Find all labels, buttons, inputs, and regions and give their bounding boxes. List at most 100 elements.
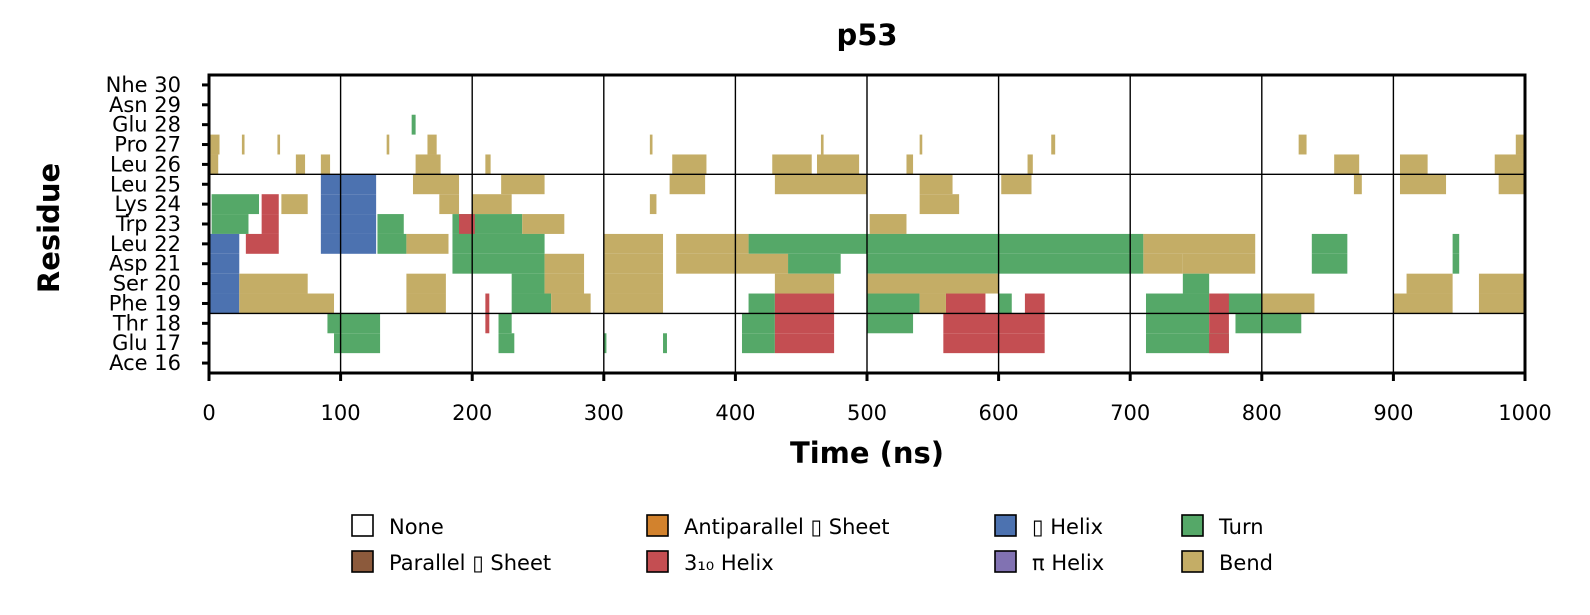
ss-segment-bend [209,154,219,175]
ss-segment-h310 [459,214,475,234]
ss-segment-turn [663,333,667,354]
legend-label-h310: 3₁₀ Helix [684,551,774,575]
ss-segment-turn [1145,333,1229,354]
ss-segment-h310 [261,214,279,234]
ss-segment-turn [1311,253,1348,274]
ss-segment-bend [1261,293,1315,314]
ss-segment-bend [239,293,335,314]
ss-segment-turn [748,233,867,254]
ss-segment-h310 [485,293,490,314]
legend-swatch-h310 [646,550,669,573]
ss-segment-bend [676,233,749,254]
ss-segment-alpha [320,174,377,195]
chart-title: p53 [836,18,897,52]
x-tick-label: 800 [1242,401,1282,425]
ss-segment-bend [209,134,220,155]
ss-segment-alpha [320,214,377,234]
y-tick-label: Glu 17 [112,331,181,355]
ss-segment-bend [672,154,707,175]
legend-swatch-bend [1181,550,1204,573]
ss-segment-bend [1027,154,1033,175]
ss-segment-bend [544,253,585,274]
legend-swatch-antiparallel [646,514,669,537]
ss-segment-bend [1143,233,1256,254]
y-tick-label: Leu 25 [110,172,181,196]
ss-segment-bend [774,174,867,195]
ss-segment-h310 [774,333,835,354]
y-tick-label: Phe 19 [109,291,181,315]
x-tick-label: 700 [1110,401,1150,425]
y-tick-label: Ace 16 [109,351,181,375]
ss-segment-h310 [1209,313,1229,334]
ss-segment-turn [452,233,545,254]
ss-segment-h310 [945,293,986,314]
x-tick-label: 600 [979,401,1019,425]
ss-segment-turn [411,114,416,135]
ss-segment-h310 [261,194,279,215]
ss-segment-bend [1182,253,1256,274]
ss-segment-bend [603,253,664,274]
ss-segment-h310 [943,333,1045,354]
ss-segment-bend [603,273,664,294]
ss-segment-bend [774,273,835,294]
ss-segment-bend [239,273,308,294]
ss-segment-turn [741,333,775,354]
ss-segment-bend [522,214,565,234]
y-axis-title: Residue [32,163,66,293]
ss-segment-bend [544,273,585,294]
ss-segment-bend [281,194,308,215]
ss-segment-bend [1399,154,1428,175]
ss-segment-h310 [245,233,279,254]
ss-segment-turn [1145,313,1210,334]
ss-segment-turn [452,253,545,274]
x-tick-label: 400 [715,401,755,425]
ss-segment-bend [867,273,999,294]
ss-segment-turn [1222,293,1262,314]
y-tick-label: Asp 21 [109,252,181,276]
ss-segment-turn [1452,233,1460,254]
ss-segment-alpha [320,194,377,215]
ss-segment-bend [1478,293,1525,314]
y-tick-label: Trp 23 [115,212,181,236]
ss-segment-turn [498,313,512,334]
ss-segment-bend [919,134,923,155]
x-tick-label: 100 [321,401,361,425]
x-tick-label: 900 [1373,401,1413,425]
ss-segment-bend [772,154,812,175]
ss-segment-bend [415,154,441,175]
y-tick-label: Asn 29 [109,93,181,117]
ss-segment-bend [295,154,306,175]
ss-segment-turn [511,293,552,314]
ss-segment-turn [741,313,775,334]
plot-area [207,73,1527,375]
x-axis-title: Time (ns) [790,436,944,470]
ss-segment-bend [1051,134,1056,155]
y-tick-label: Thr 18 [112,311,181,335]
ss-segment-bend [603,233,664,254]
ss-segment-alpha [209,273,240,294]
ss-segment-bend [919,293,946,314]
ss-segment-turn [327,313,381,334]
ss-segment-bend [1353,174,1362,195]
ss-segment-bend [1406,273,1453,294]
x-ticks: 0 100 200 300 400 500 600 700 800 900 1000 [202,373,1552,425]
ss-segment-turn [867,293,920,314]
ss-segment-bend [676,253,789,274]
ss-segment-alpha [320,233,377,254]
legend-label-pi: π Helix [1032,551,1104,575]
ss-segment-h310 [774,313,835,334]
ss-segment-bend [1399,174,1447,195]
ss-segment-bend [1298,134,1307,155]
ss-segment-bend [649,194,657,215]
legend-label-bend: Bend [1219,551,1273,575]
ss-segment-h310 [1209,293,1229,314]
legend-swatch-none [351,514,374,537]
ss-segment-turn [867,253,1144,274]
ss-segment-turn [603,333,607,354]
ss-segment-bend [406,293,446,314]
legend-label-alpha: ▯ Helix [1032,515,1103,539]
grid-group [209,75,1525,373]
ss-segment-turn [1311,233,1348,254]
legend-swatch-pi [994,550,1017,573]
